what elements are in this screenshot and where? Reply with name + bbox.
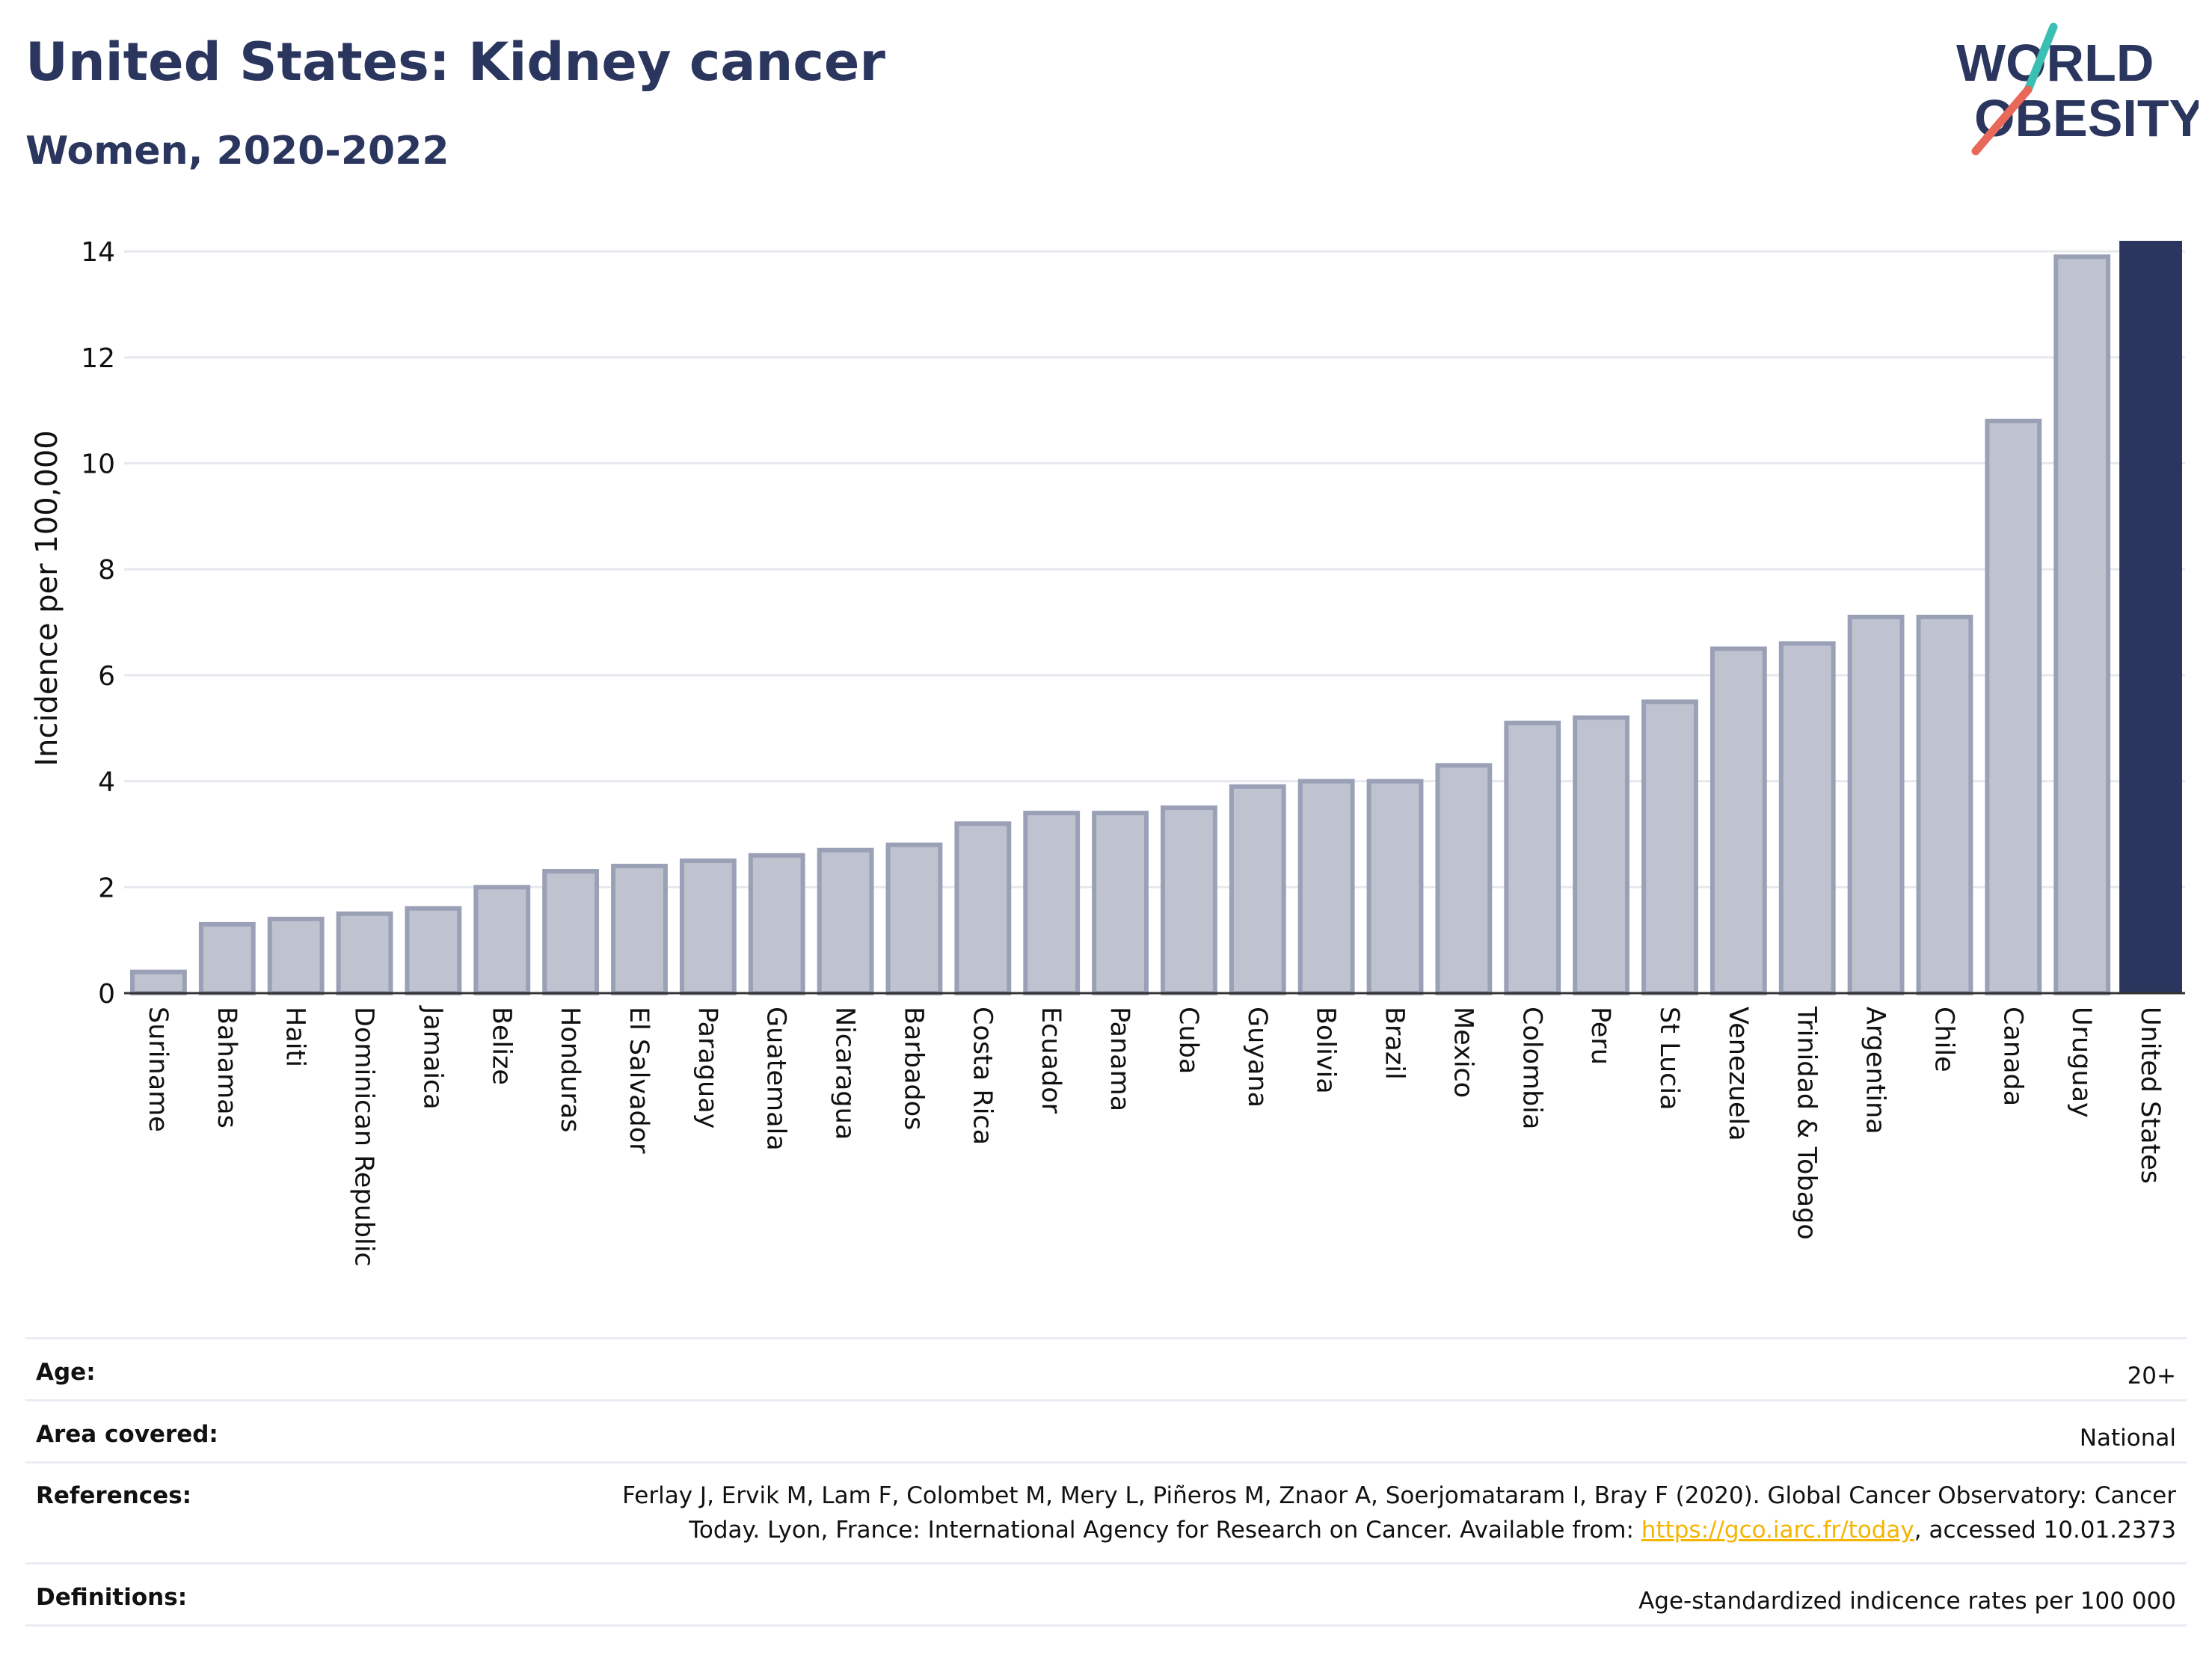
x-tick-label: Panama [1105, 1007, 1134, 1111]
bar-highlighted [2119, 241, 2182, 993]
x-tick-label: Peru [1585, 1007, 1615, 1065]
x-tick-label: Ecuador [1036, 1007, 1066, 1114]
bar [817, 847, 874, 995]
logo-line-1: WORLD [1956, 34, 2154, 92]
definitions-label: Definitions: [36, 1584, 188, 1611]
chart-title: United States: Kidney cancer [25, 31, 885, 93]
bars [124, 241, 2185, 996]
x-tick-label: El Salvador [624, 1007, 654, 1154]
age-label: Age: [36, 1359, 96, 1386]
bar [885, 842, 943, 995]
bar [1916, 615, 1973, 995]
bar [748, 853, 805, 996]
x-tick-label: Argentina [1861, 1007, 1890, 1134]
y-tick-label: 10 [81, 449, 115, 480]
references-link[interactable]: https://gco.iarc.fr/today [1641, 1517, 1914, 1544]
x-tick-label: Venezuela [1723, 1007, 1753, 1141]
bar [130, 969, 187, 996]
x-tick-label: Haiti [280, 1007, 310, 1067]
x-tick-label: Cuba [1173, 1007, 1203, 1074]
bar [405, 906, 462, 995]
logo-slash-teal [2024, 22, 2058, 94]
y-tick-label: 0 [98, 979, 115, 1010]
x-tick-label: Dominican Republic [349, 1007, 379, 1267]
bar [1847, 615, 1905, 995]
logo-line-2: OBESITY [1974, 89, 2199, 147]
x-tick-label: Nicaragua [830, 1007, 860, 1140]
x-tick-label: St Lucia [1654, 1007, 1684, 1111]
bar [1573, 715, 1630, 996]
info-row-definitions: Definitions: Age-standardized indicence … [25, 1562, 2187, 1627]
references-text-1: Ferlay J, Ervik M, Lam F, Colombet M, Me… [622, 1482, 2176, 1509]
x-tick-label: United States [2135, 1007, 2165, 1184]
bar [1297, 779, 1355, 996]
x-tick-labels: Suriname Bahamas Haiti Dominican Republic Ja… [143, 1005, 2165, 1267]
bar [1229, 784, 1286, 995]
x-tick-label: Paraguay [692, 1007, 722, 1129]
x-tick-label: Jamaica [417, 1005, 447, 1110]
x-tick-label: Costa Rica [967, 1007, 997, 1145]
references-label: References: [36, 1482, 192, 1509]
x-tick-label: Colombia [1517, 1007, 1546, 1129]
y-axis-label: Incidence per 100,000 [30, 430, 64, 767]
info-row-references: References: Ferlay J, Ervik M, Lam F, Co… [25, 1461, 2187, 1562]
bar [1504, 720, 1561, 995]
bar [679, 858, 737, 995]
bar [1778, 641, 1836, 995]
references-value: Ferlay J, Ervik M, Lam F, Colombet M, Me… [622, 1479, 2176, 1547]
x-tick-label: Trinidad & Tobago [1792, 1006, 1822, 1240]
bar [2053, 254, 2111, 995]
bar [1161, 805, 1217, 995]
x-tick-label: Mexico [1448, 1007, 1478, 1098]
y-tick-label: 14 [81, 237, 115, 268]
bar [1435, 763, 1493, 995]
bar [267, 916, 325, 995]
bar [198, 921, 256, 995]
info-row-area: Area covered: National [25, 1399, 2187, 1461]
bar [611, 863, 668, 995]
definitions-value: Age-standardized indicence rates per 100… [1638, 1588, 2176, 1615]
y-tick-label: 6 [98, 661, 115, 692]
area-label: Area covered: [36, 1421, 218, 1448]
x-tick-label: Suriname [143, 1007, 173, 1132]
y-tick-label: 8 [98, 555, 115, 586]
y-tick-labels: 0 2 4 6 8 10 12 14 [81, 237, 115, 1010]
x-tick-label: Bolivia [1311, 1007, 1341, 1094]
bar [542, 869, 600, 996]
x-tick-label: Canada [1997, 1007, 2027, 1106]
area-value: National [2079, 1425, 2176, 1452]
bar [473, 885, 531, 995]
bar [336, 911, 393, 996]
x-tick-label: Guatemala [761, 1007, 791, 1151]
bar [1641, 699, 1698, 995]
grid-lines [124, 250, 2185, 888]
x-tick-label: Guyana [1242, 1007, 1272, 1108]
bar [1709, 646, 1767, 995]
world-obesity-logo: WORLD OBESITY [1956, 22, 2199, 156]
info-table: Age: 20+ Area covered: National Referenc… [25, 1337, 2187, 1627]
x-tick-label: Uruguay [2066, 1007, 2096, 1118]
chart-subtitle: Women, 2020-2022 [25, 129, 449, 174]
bar-chart: 0 2 4 6 8 10 12 14 Suriname Bahamas Haiti Dominica… [30, 237, 2185, 1267]
references-text-3: , accessed 10.01.2373 [1914, 1517, 2176, 1544]
references-text-2: Today. Lyon, France: International Agenc… [689, 1517, 1641, 1544]
bar [954, 821, 1012, 995]
y-tick-label: 12 [81, 343, 115, 374]
x-tick-label: Honduras [555, 1007, 585, 1132]
y-tick-label: 2 [98, 873, 115, 903]
info-row-age: Age: 20+ [25, 1337, 2187, 1399]
x-tick-label: Brazil [1380, 1007, 1410, 1080]
bar [1985, 418, 2042, 995]
bar [1092, 811, 1149, 995]
x-tick-label: Barbados [898, 1007, 928, 1130]
age-value: 20+ [2127, 1363, 2176, 1390]
y-tick-label: 4 [98, 767, 115, 798]
x-tick-label: Bahamas [212, 1007, 242, 1129]
bar [1366, 779, 1424, 996]
bar [1023, 811, 1081, 995]
x-tick-label: Belize [486, 1007, 516, 1085]
logo-slash-coral [1971, 85, 2033, 156]
x-tick-label: Chile [1929, 1007, 1958, 1072]
